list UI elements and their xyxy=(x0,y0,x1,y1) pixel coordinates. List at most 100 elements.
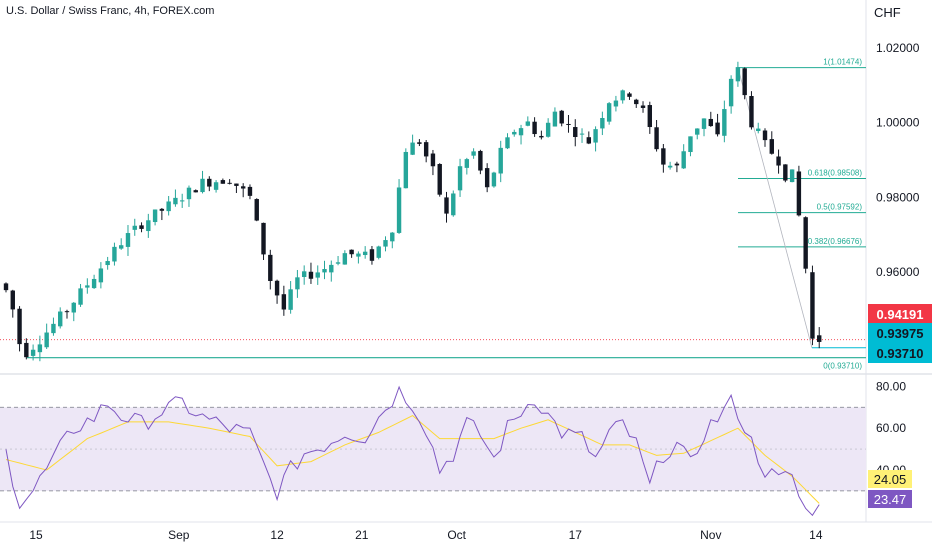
candle xyxy=(756,122,761,134)
candle-body xyxy=(647,105,653,128)
candle xyxy=(559,109,564,127)
fib-level-label: 0.618(0.98508) xyxy=(808,168,863,177)
candle-body xyxy=(518,128,524,136)
candle-body xyxy=(3,283,9,291)
candle xyxy=(634,98,639,108)
candle-body xyxy=(362,251,368,256)
candle xyxy=(647,101,653,134)
candle xyxy=(390,232,395,249)
candle xyxy=(132,218,137,236)
price-tick-label: 1.00000 xyxy=(876,116,920,130)
candle xyxy=(193,189,198,193)
candle xyxy=(654,119,659,152)
price-tick-label: 1.02000 xyxy=(876,41,920,55)
candle-body xyxy=(179,200,185,202)
candle xyxy=(227,179,232,185)
level-badge-label: 0.93975 xyxy=(877,326,924,341)
fib-zero-badge-bg xyxy=(868,343,932,363)
candle xyxy=(383,236,388,252)
candle-body xyxy=(193,190,198,193)
candle xyxy=(593,126,598,152)
candle xyxy=(159,208,165,221)
candle xyxy=(322,260,327,280)
candle xyxy=(701,118,707,137)
candle-body xyxy=(152,209,158,223)
candle-body xyxy=(512,131,517,135)
candle-body xyxy=(30,349,36,356)
candle xyxy=(810,265,815,346)
candle-body xyxy=(756,128,761,132)
candle xyxy=(742,67,747,100)
candle-body xyxy=(410,142,415,155)
candle-body xyxy=(268,254,273,281)
candle-body xyxy=(817,335,822,342)
candle-body xyxy=(728,78,734,107)
candle xyxy=(98,262,104,289)
candle-body xyxy=(98,268,104,283)
candle xyxy=(213,180,219,193)
candle xyxy=(789,169,795,183)
candle xyxy=(17,306,22,352)
candle-body xyxy=(234,183,239,186)
rsi-pane xyxy=(0,385,866,517)
candle-body xyxy=(593,129,598,143)
candle-body xyxy=(295,277,300,290)
rsi-ma-line xyxy=(5,415,820,504)
candle-body xyxy=(681,151,686,169)
candle xyxy=(444,191,449,223)
time-tick-label: Nov xyxy=(700,528,721,542)
candle xyxy=(207,176,212,192)
candle xyxy=(288,281,293,314)
candle xyxy=(91,274,97,289)
candle xyxy=(484,163,490,193)
candle-body xyxy=(261,222,266,255)
candle-body xyxy=(58,311,63,327)
time-tick-label: Oct xyxy=(447,528,466,542)
candle-body xyxy=(119,245,124,249)
candle xyxy=(10,289,15,318)
candle xyxy=(600,111,605,136)
candle-body xyxy=(227,182,232,184)
rsi-ma-badge-bg xyxy=(868,470,912,488)
candle-body xyxy=(186,187,192,200)
candle xyxy=(234,183,239,193)
fib-level-label: 0.382(0.96676) xyxy=(808,237,863,246)
candle-body xyxy=(695,128,700,135)
candle-body xyxy=(247,186,253,196)
candle-body xyxy=(654,127,659,150)
candle xyxy=(478,149,483,175)
candle-body xyxy=(139,225,144,229)
candle xyxy=(247,184,253,200)
fib-level-label: 0(0.93710) xyxy=(823,362,862,371)
candle xyxy=(661,144,666,173)
candle xyxy=(627,92,632,100)
candle xyxy=(688,136,693,157)
candle xyxy=(274,279,280,304)
candle-body xyxy=(159,208,165,211)
candle-body xyxy=(566,123,571,125)
candle-body xyxy=(125,233,131,247)
candle-body xyxy=(634,99,639,105)
candle xyxy=(552,107,558,127)
candle xyxy=(505,133,510,150)
candle-body xyxy=(525,121,531,126)
candle xyxy=(613,95,619,112)
candle-body xyxy=(552,111,558,127)
candle xyxy=(24,338,29,360)
level-badge: 0.93975 xyxy=(868,323,932,343)
candle xyxy=(498,140,503,183)
candle xyxy=(105,256,110,270)
time-tick-label: 17 xyxy=(569,528,583,542)
candle xyxy=(532,117,537,137)
candle xyxy=(112,242,117,266)
candle xyxy=(566,115,571,133)
candle xyxy=(85,278,90,294)
candle xyxy=(573,119,578,147)
candle xyxy=(715,113,720,137)
candle-body xyxy=(342,253,348,265)
candle-body xyxy=(478,150,483,171)
candle xyxy=(78,283,83,307)
